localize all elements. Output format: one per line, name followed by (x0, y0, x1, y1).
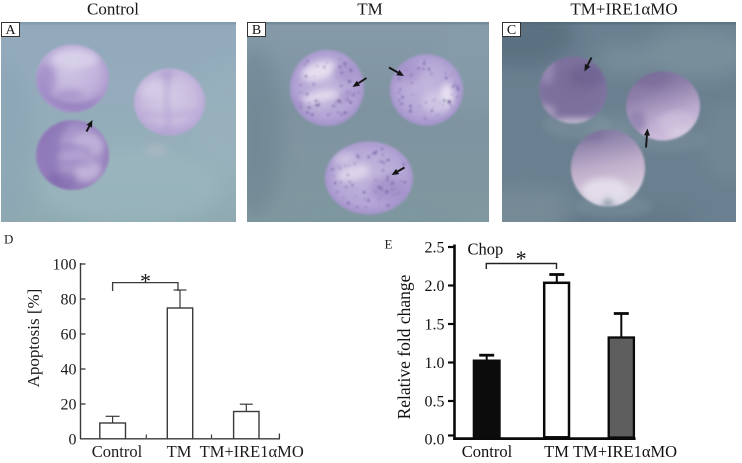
svg-text:TM+IRE1αMO: TM+IRE1αMO (200, 442, 304, 461)
svg-text:E: E (385, 237, 393, 252)
svg-text:TM: TM (357, 0, 383, 19)
svg-text:Apoptosis [%]: Apoptosis [%] (24, 289, 43, 388)
svg-text:B: B (252, 23, 261, 38)
svg-text:A: A (5, 23, 16, 38)
svg-text:Control: Control (462, 442, 513, 461)
svg-text:0: 0 (69, 432, 77, 449)
svg-text:Chop: Chop (468, 240, 504, 259)
svg-text:Control: Control (92, 442, 143, 461)
svg-text:60: 60 (61, 327, 77, 344)
svg-text:*: * (516, 246, 527, 271)
svg-text:2.5: 2.5 (425, 240, 445, 257)
svg-text:D: D (4, 232, 13, 247)
svg-text:Relative fold change: Relative fold change (394, 274, 414, 419)
svg-text:40: 40 (61, 362, 77, 379)
svg-text:*: * (140, 268, 151, 293)
svg-text:TM+IRE1αMO: TM+IRE1αMO (573, 442, 677, 461)
svg-text:100: 100 (53, 257, 77, 274)
svg-text:2.0: 2.0 (425, 278, 445, 295)
svg-text:0.5: 0.5 (425, 394, 445, 411)
svg-text:80: 80 (61, 292, 77, 309)
svg-text:TM+IRE1αMO: TM+IRE1αMO (570, 0, 677, 19)
svg-text:C: C (507, 23, 516, 38)
svg-text:Control: Control (87, 0, 139, 19)
svg-text:TM: TM (167, 442, 192, 461)
svg-text:1.0: 1.0 (425, 355, 445, 372)
svg-text:TM: TM (544, 442, 569, 461)
svg-text:0.0: 0.0 (425, 432, 445, 449)
svg-text:20: 20 (61, 397, 77, 414)
svg-text:1.5: 1.5 (425, 317, 445, 334)
